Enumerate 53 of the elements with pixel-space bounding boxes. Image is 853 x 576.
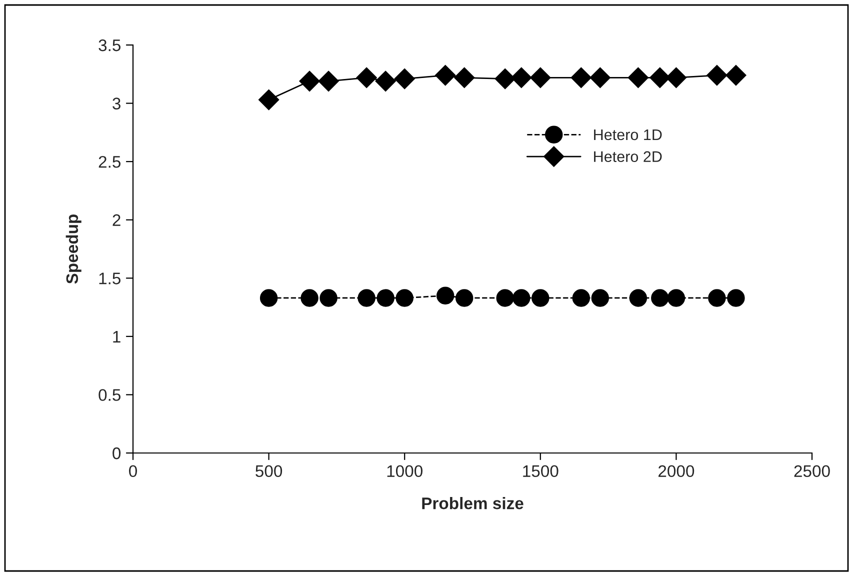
x-tick-label: 1500 [523, 465, 558, 478]
point [726, 64, 746, 86]
point [651, 289, 669, 307]
y-tick-label: 1.5 [99, 272, 120, 284]
point [396, 289, 414, 307]
point [570, 67, 592, 88]
point [629, 289, 648, 307]
x-tick-label: 1000 [387, 465, 422, 478]
y-tick-label: 0.5 [98, 389, 120, 401]
point [358, 289, 376, 307]
point [650, 67, 670, 88]
y-tick-label: 3 [112, 98, 120, 110]
point [258, 89, 280, 110]
x-tick-label: 2000 [658, 465, 694, 478]
point [512, 289, 530, 307]
y-tick-label: 2.5 [98, 156, 120, 168]
point [456, 289, 474, 307]
point [454, 67, 475, 88]
y-tick-label: 2 [112, 214, 120, 226]
x-tick-label: 2500 [794, 465, 830, 478]
point [436, 286, 454, 304]
point [572, 289, 590, 307]
point [706, 64, 728, 86]
legend-label: Hetero 2D [594, 151, 662, 162]
point [320, 289, 338, 307]
point [496, 289, 514, 307]
point [376, 289, 394, 307]
point [530, 67, 551, 88]
point [591, 289, 610, 307]
y-tick-label: 1 [113, 331, 120, 342]
y-tick-label: 0 [112, 447, 121, 460]
x-tick-label: 500 [256, 465, 282, 478]
point [300, 289, 318, 307]
point [494, 68, 516, 90]
point [727, 289, 745, 307]
point [590, 67, 610, 88]
point [260, 289, 278, 307]
point [318, 70, 339, 92]
x-tick-label: 0 [129, 465, 137, 478]
point [435, 64, 456, 86]
point [667, 289, 686, 307]
x-axis-title: Problem size [422, 497, 524, 510]
point [532, 289, 550, 307]
point [708, 289, 726, 307]
point [628, 67, 649, 88]
y-tick-label: 3.5 [98, 39, 120, 52]
point [375, 70, 396, 92]
point [394, 68, 415, 90]
point [356, 67, 377, 88]
y-axis-title: Speedup [66, 214, 82, 284]
point [511, 67, 532, 88]
point [299, 70, 320, 92]
legend-label: Hetero 1D [594, 130, 662, 140]
